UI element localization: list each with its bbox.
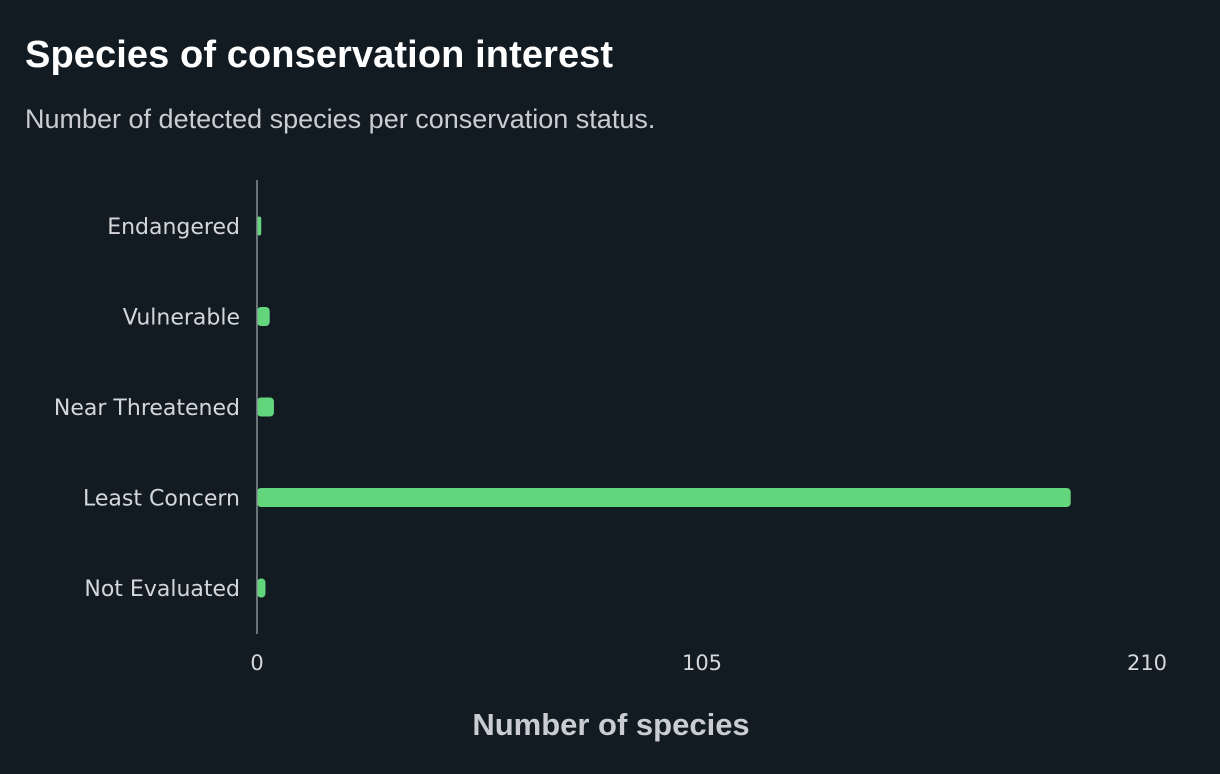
x-tick-labels: 0 105 210	[250, 651, 1167, 675]
x-tick-label-105: 105	[682, 651, 722, 675]
x-axis-title: Number of species	[472, 707, 749, 742]
bar-not-evaluated	[257, 578, 266, 598]
bar-endangered	[257, 216, 262, 236]
chart-subtitle: Number of detected species per conservat…	[25, 104, 656, 134]
bar-vulnerable	[257, 307, 270, 326]
x-tick-label-0: 0	[250, 651, 263, 675]
category-labels: Endangered Vulnerable Near Threatened Least…	[54, 215, 240, 602]
category-label-endangered: Endangered	[107, 215, 240, 240]
bar-near-threatened	[257, 397, 274, 417]
bar-least-concern	[257, 488, 1071, 507]
chart-title: Species of conservation interest	[25, 34, 614, 76]
x-tick-label-210: 210	[1127, 651, 1167, 675]
category-label-vulnerable: Vulnerable	[123, 306, 240, 331]
bars-layer	[257, 216, 1071, 598]
category-label-near-threatened: Near Threatened	[54, 396, 240, 421]
category-label-least-concern: Least Concern	[83, 487, 240, 512]
category-label-not-evaluated: Not Evaluated	[84, 577, 240, 602]
